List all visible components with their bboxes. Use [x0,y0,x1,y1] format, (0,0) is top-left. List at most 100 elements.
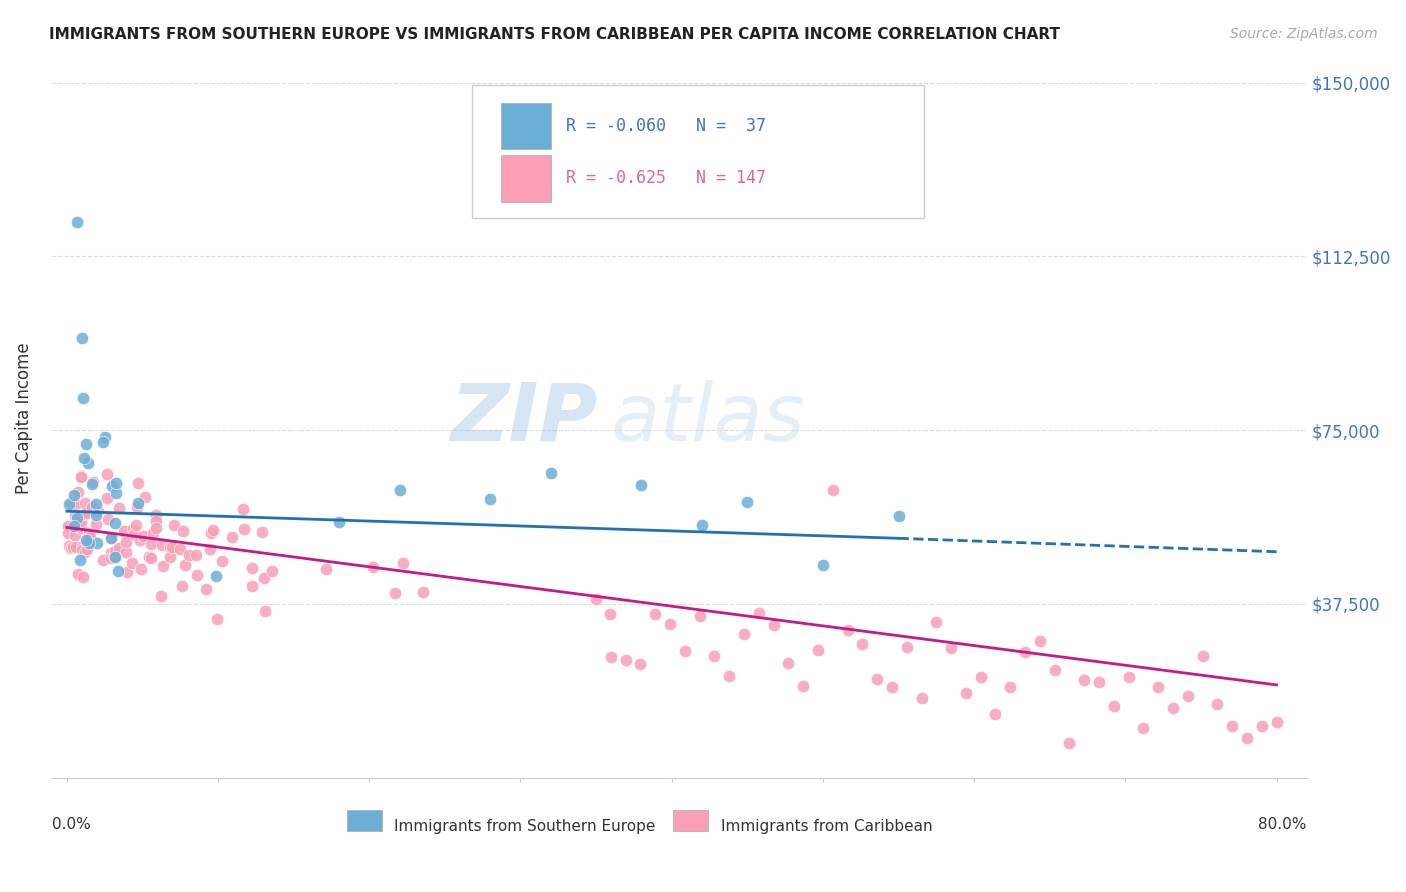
Point [97,512,120,526]
Point [75,437,97,451]
Point [139,537,162,551]
Point [1088,675,1111,690]
Point [198,541,221,556]
Point [125,500,148,514]
Point [599,650,621,665]
Point [145,521,167,535]
Point [62,540,84,554]
Point [160,540,183,554]
Point [254,603,277,617]
Point [58,539,80,553]
Point [880,680,903,694]
Point [77,536,100,550]
Point [63,508,86,523]
Point [67,485,90,500]
Point [60,495,83,509]
Point [159,550,181,565]
Point [76,541,98,556]
Point [159,540,181,554]
Point [1029,634,1052,648]
Point [614,653,637,667]
Point [205,569,228,583]
Point [82,475,104,489]
Point [127,495,149,509]
Text: Immigrants from Caribbean: Immigrants from Caribbean [721,819,932,834]
Point [585,592,607,607]
Point [104,544,127,558]
Point [673,644,696,658]
Point [107,541,129,556]
Point [150,538,173,552]
Point [63,519,86,533]
Point [240,561,263,575]
Point [70,542,93,557]
Point [737,495,759,509]
FancyBboxPatch shape [501,155,551,202]
Text: 0.0%: 0.0% [52,817,90,832]
Point [1102,698,1125,713]
Bar [673,810,709,831]
Point [690,518,713,533]
Point [163,517,186,532]
Point [253,571,276,585]
Point [1118,670,1140,684]
Point [70,330,93,344]
Point [1191,648,1213,663]
Point [75,533,97,548]
Point [540,467,562,481]
Point [630,478,652,492]
Point [233,523,256,537]
Point [84,508,107,522]
Point [194,582,217,596]
Point [201,523,224,537]
Point [58,526,80,541]
Point [104,516,127,531]
Text: 80.0%: 80.0% [1258,817,1306,832]
Point [84,516,107,531]
Point [145,508,167,523]
Point [896,640,918,654]
Point [887,509,910,524]
Point [328,515,350,529]
Point [87,503,110,517]
Point [91,435,114,450]
Point [599,607,621,621]
Point [125,518,148,533]
Point [703,649,725,664]
Point [910,691,932,706]
Point [205,612,228,626]
Point [150,590,173,604]
Point [65,511,87,525]
Point [69,508,91,522]
Point [851,637,873,651]
Point [101,478,124,492]
Point [232,502,254,516]
Point [184,549,207,563]
Y-axis label: Per Capita Income: Per Capita Income [15,343,32,494]
Point [58,519,80,533]
Point [1059,736,1081,750]
Point [200,526,222,541]
Point [100,546,122,560]
Point [1000,680,1022,694]
Point [240,579,263,593]
Point [152,558,174,573]
Point [748,607,770,621]
Point [778,656,800,670]
Point [73,496,96,510]
Point [1132,721,1154,735]
Point [76,534,98,549]
Point [132,529,155,543]
Point [93,553,115,567]
Point [412,585,434,599]
Point [392,557,415,571]
Point [129,533,152,547]
Point [644,607,666,621]
Point [65,497,87,511]
Point [58,497,80,511]
Point [86,535,108,549]
Point [115,535,138,549]
Point [70,540,93,554]
Point [174,558,197,573]
Point [939,641,962,656]
